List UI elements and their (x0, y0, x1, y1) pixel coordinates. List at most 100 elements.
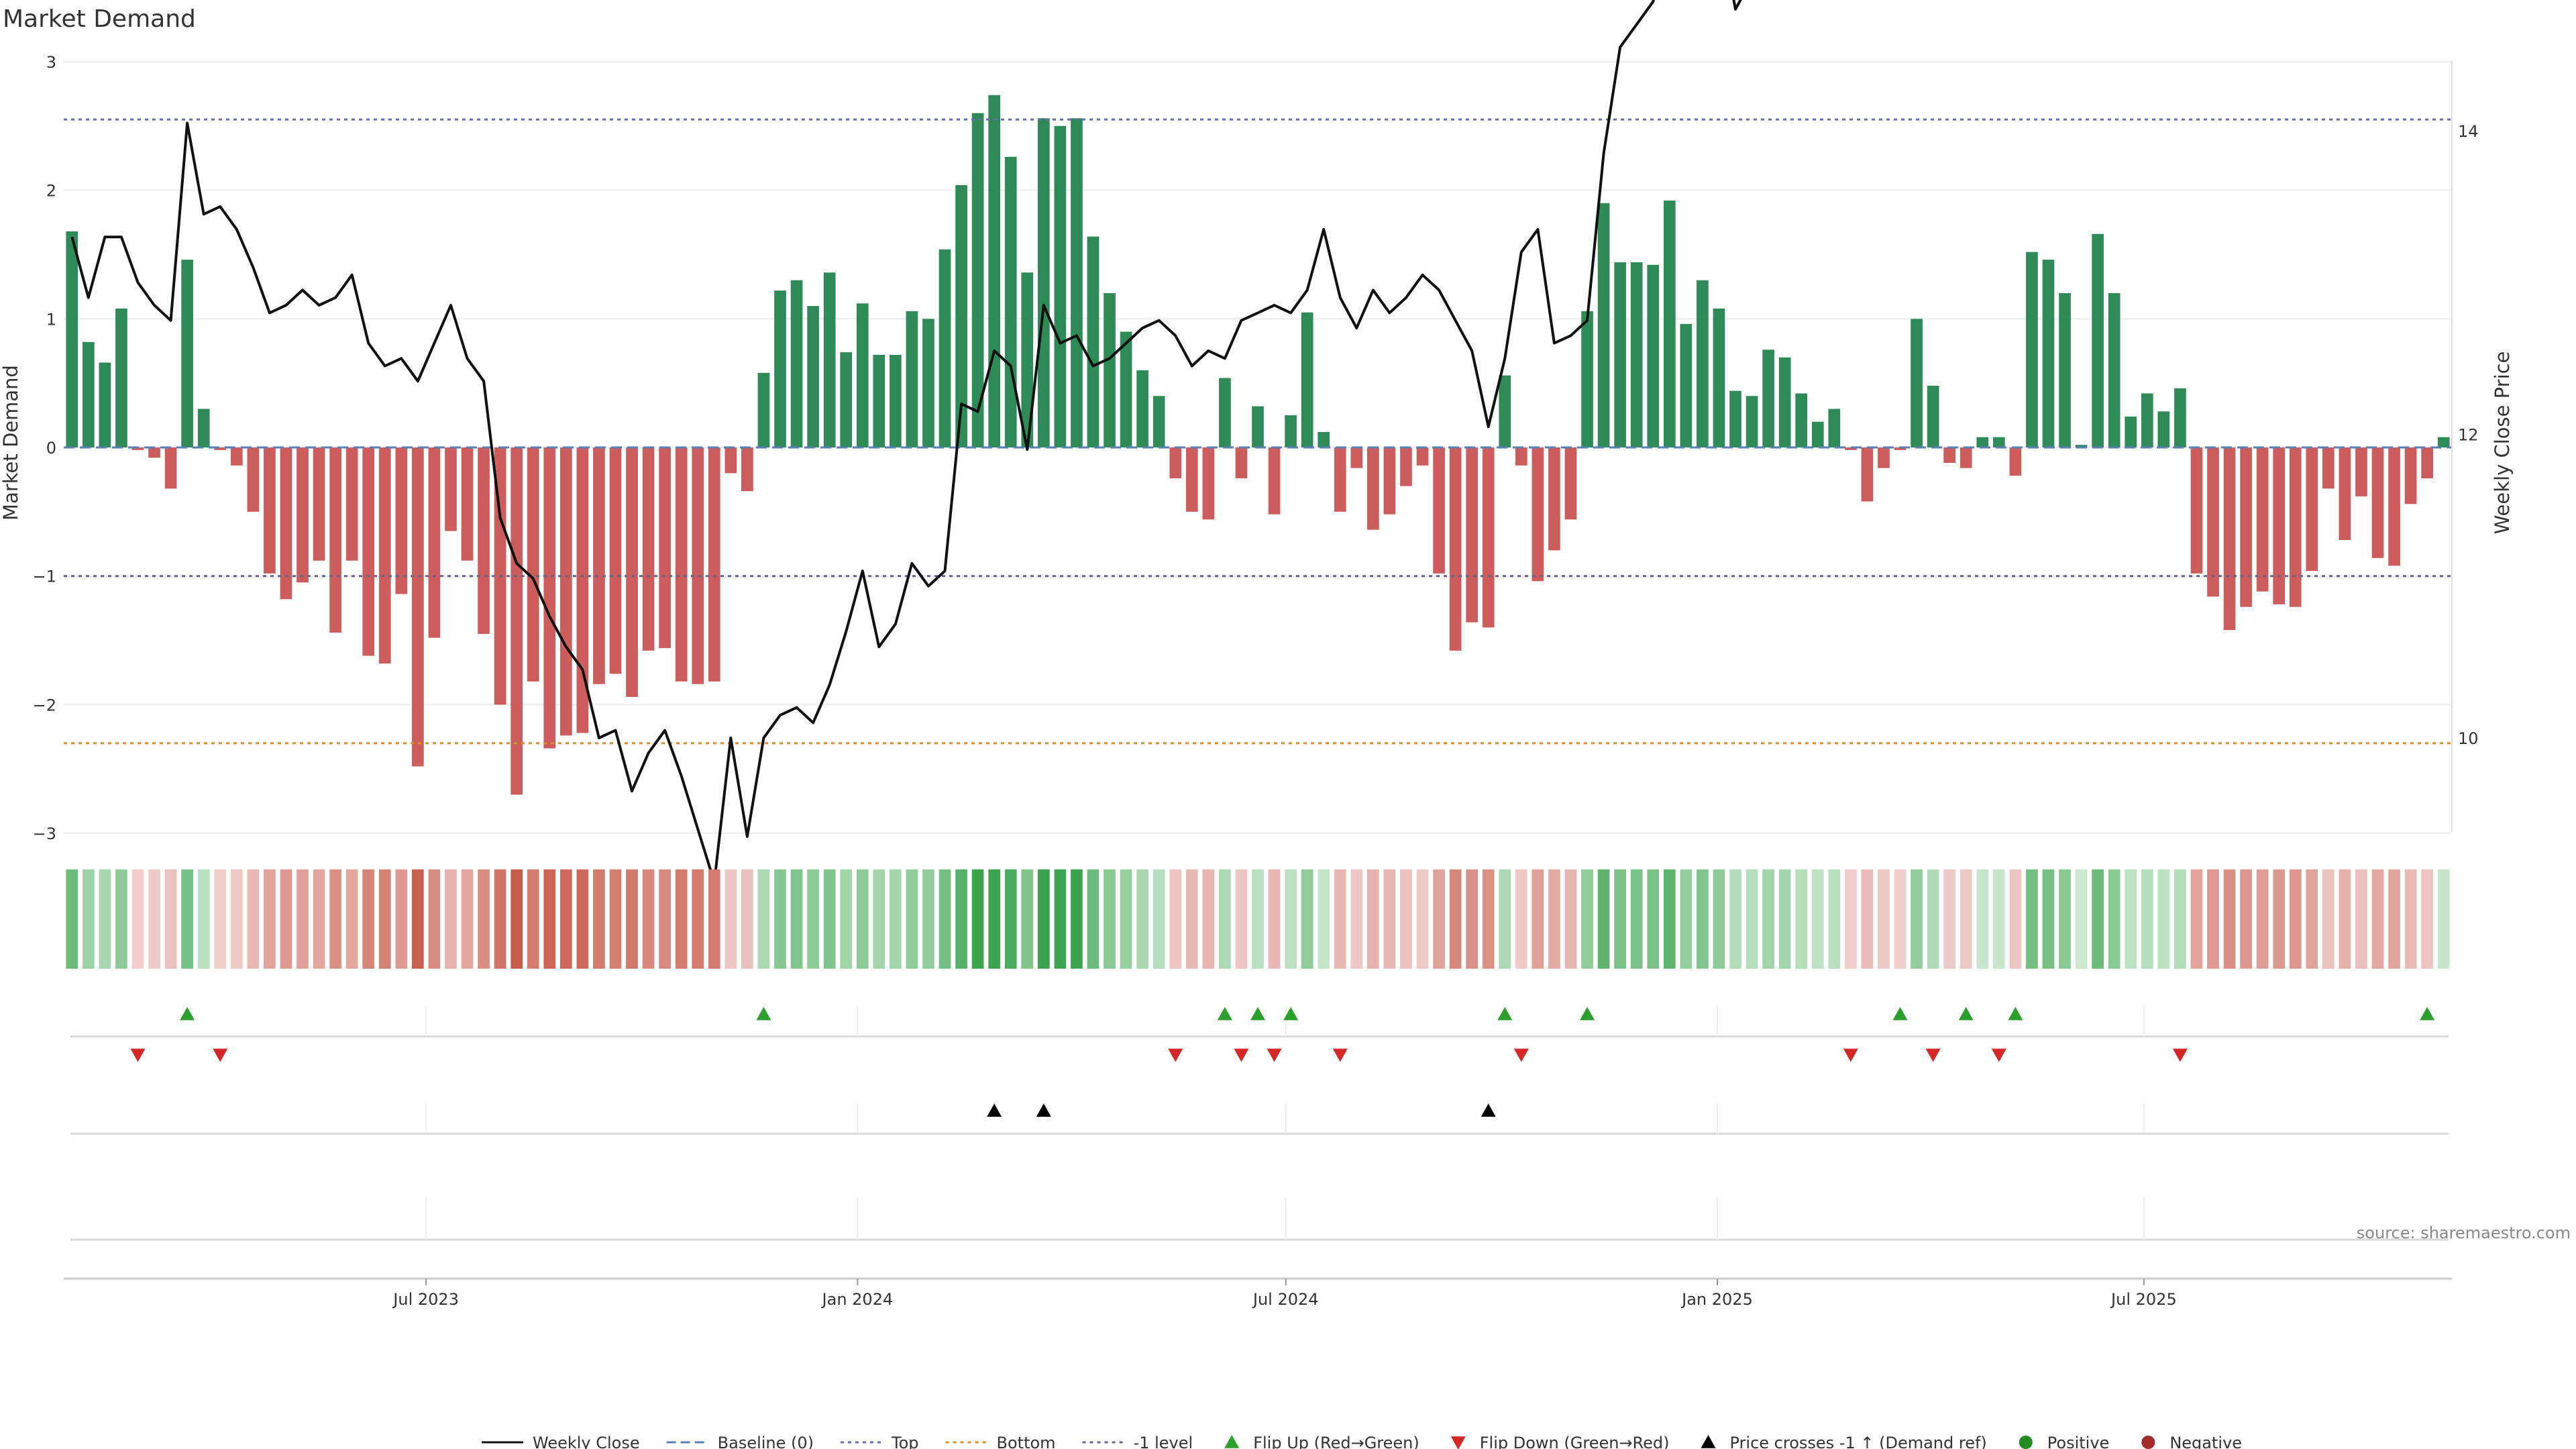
heat-cell (99, 869, 111, 969)
demand-bar (1087, 236, 1099, 447)
heat-cell (840, 869, 853, 969)
demand-bar (659, 447, 671, 649)
demand-bar (1235, 447, 1248, 479)
demand-bar (2306, 447, 2318, 572)
demand-bar (2322, 447, 2334, 489)
heat-cell (1992, 869, 2005, 969)
heat-cell (1845, 869, 1857, 969)
heat-cell (1235, 869, 1248, 969)
flip-down-marker (2172, 1049, 2188, 1062)
heat-cell (1663, 869, 1676, 969)
flip-down-marker (1234, 1049, 1249, 1062)
heat-cell (2042, 869, 2055, 969)
demand-bar (297, 447, 309, 583)
heat-cell (2108, 869, 2121, 969)
demand-bar (1350, 447, 1363, 468)
flip-down-marker (1332, 1049, 1348, 1062)
demand-bar (2256, 447, 2269, 592)
demand-bar (2157, 411, 2170, 447)
flip-down-marker (1168, 1049, 1183, 1062)
demand-bar (1334, 447, 1346, 512)
demand-bar (708, 447, 720, 682)
heat-cell (1614, 869, 1626, 969)
heat-cell (675, 869, 688, 969)
flip-down-marker (1991, 1049, 2006, 1062)
heat-cell (478, 869, 490, 969)
y-right-tick-label: 12 (2458, 425, 2479, 444)
heat-cell (708, 869, 720, 969)
heat-cell (1746, 869, 1758, 969)
y-right-tick-label: 10 (2458, 729, 2479, 748)
demand-bar (1992, 437, 2005, 447)
heat-cell (148, 869, 160, 969)
heat-cell (1713, 869, 1725, 969)
legend-label: -1 level (1134, 1434, 1193, 1449)
heat-cell (1433, 869, 1445, 969)
heat-cell (378, 869, 391, 969)
heat-cell (214, 869, 227, 969)
legend: Weekly Close Baseline (0) Top Bottom -1 leve… (482, 1434, 2242, 1449)
demand-bar (543, 447, 556, 749)
heat-cell (494, 869, 506, 969)
flip-down-marker (1925, 1049, 1941, 1062)
demand-bar (1697, 280, 1709, 447)
heat-cell (1334, 869, 1346, 969)
demand-bar (774, 290, 786, 447)
demand-bar (1614, 262, 1626, 447)
heat-cell (461, 869, 474, 969)
demand-bar (2026, 252, 2038, 447)
demand-bar (378, 447, 391, 664)
heat-cell (873, 869, 885, 969)
y-left-tick-label: 0 (46, 439, 56, 458)
demand-bar (692, 447, 704, 684)
price-cross-marker (987, 1104, 1002, 1117)
heat-cell (164, 869, 177, 969)
heat-cell (741, 869, 753, 969)
legend-item: Top (841, 1434, 919, 1449)
heat-cell (724, 869, 737, 969)
demand-bar (1943, 447, 1956, 464)
flip-down-marker (1513, 1049, 1529, 1062)
demand-bar (1795, 393, 1808, 447)
demand-bar (890, 354, 902, 447)
x-tick-label: Jan 2024 (821, 1290, 894, 1309)
demand-bar (1680, 323, 1693, 447)
heat-cell (1416, 869, 1429, 969)
heat-cell (1499, 869, 1511, 969)
source-note: source: sharemaestro.com (2357, 1224, 2571, 1242)
heat-cell (197, 869, 210, 969)
x-axis: Jul 2023 Jan 2024 Jul 2024 Jan 2025 Jul 2025 (64, 1277, 2452, 1309)
flip-up-marker (1580, 1007, 1595, 1020)
legend-key-marker (1224, 1435, 1240, 1448)
demand-bar (131, 447, 144, 450)
heat-cell (2322, 869, 2334, 969)
demand-bar (1285, 415, 1297, 447)
demand-bar (2075, 445, 2088, 447)
heat-cell (2355, 869, 2367, 969)
demand-bar (445, 447, 457, 531)
demand-bar (2125, 416, 2137, 447)
heat-cell (1795, 869, 1808, 969)
demand-bar (576, 447, 589, 733)
demand-bar (1564, 447, 1577, 520)
heat-cell (2388, 869, 2400, 969)
demand-bar (609, 447, 622, 674)
demand-bar (197, 409, 210, 447)
legend-label: Weekly Close (533, 1434, 640, 1449)
demand-bar (675, 447, 688, 682)
heat-cell (1071, 869, 1083, 969)
heat-cell (445, 869, 457, 969)
heat-cell (2174, 869, 2186, 969)
demand-bar (988, 95, 1001, 447)
demand-bar (2059, 292, 2071, 447)
demand-bar (922, 319, 934, 447)
heat-cell (2306, 869, 2318, 969)
demand-bar (856, 303, 869, 447)
x-tick-label: Jul 2024 (1252, 1290, 1319, 1309)
legend-item: Price crosses -1 ↑ (Demand ref) (1701, 1434, 1987, 1449)
heat-cell (576, 869, 589, 969)
demand-bar (906, 311, 918, 447)
demand-bar (955, 184, 967, 447)
